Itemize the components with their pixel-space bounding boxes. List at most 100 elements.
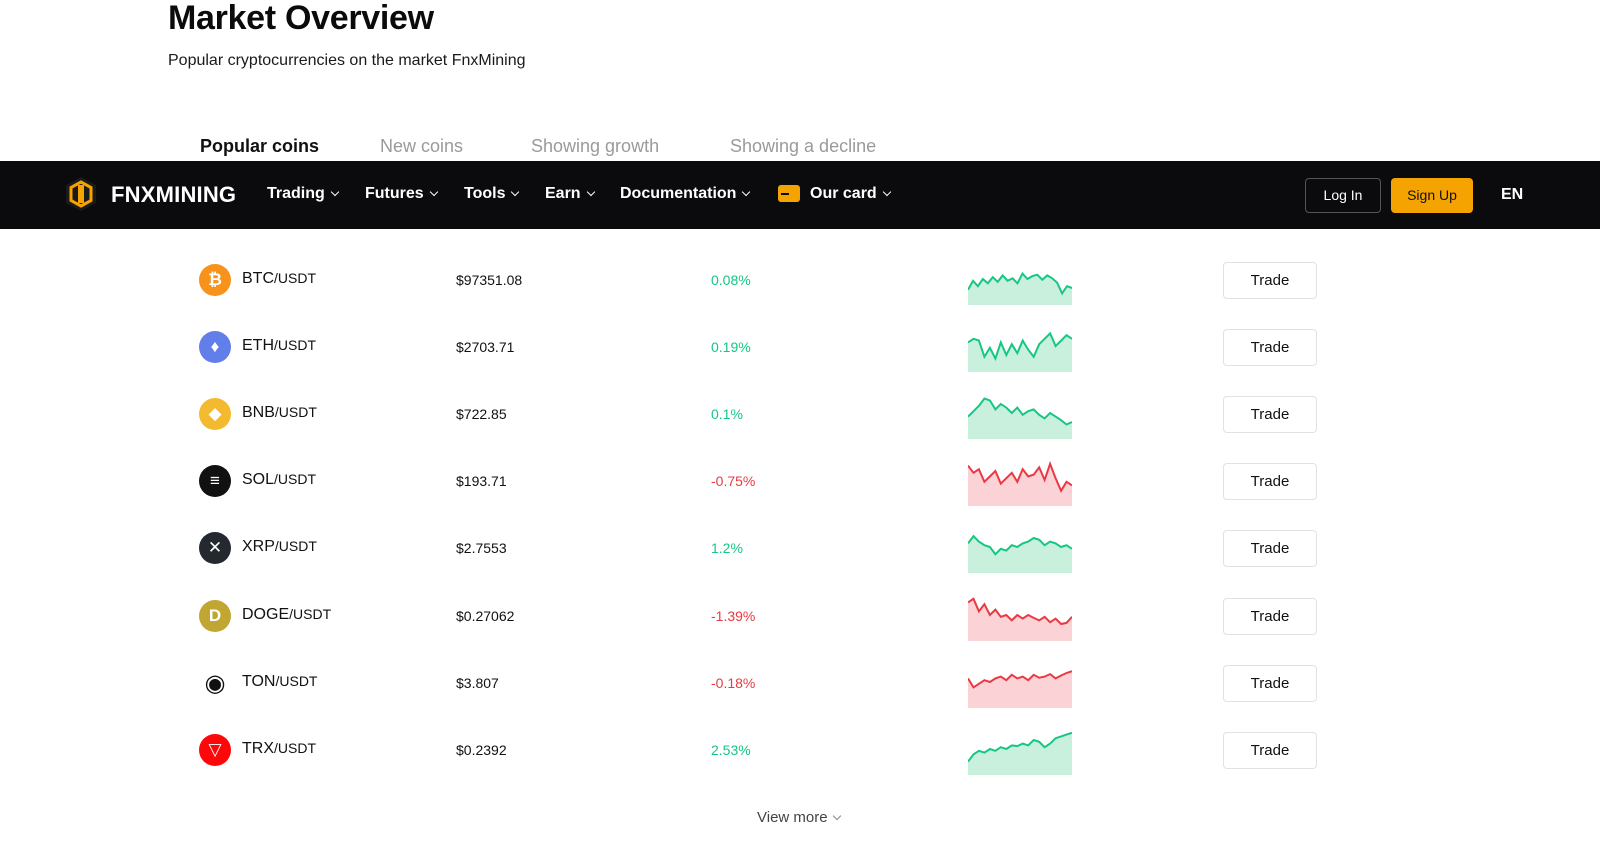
coin-pair: TRX/USDT xyxy=(242,740,316,758)
price-change: 1.2% xyxy=(711,540,743,556)
sparkline-chart xyxy=(968,331,1072,372)
sparkline-area xyxy=(968,732,1072,775)
coin-price: $3.807 xyxy=(456,675,499,691)
navbar: FNXMINING Trading Futures Tools Earn Doc… xyxy=(0,161,1600,229)
coin-symbol: BTC xyxy=(242,270,274,287)
coin-pair: TON/USDT xyxy=(242,673,317,691)
nav-earn[interactable]: Earn xyxy=(545,185,595,203)
nav-our-card-label: Our card xyxy=(810,185,877,202)
sparkline-area xyxy=(968,398,1072,439)
coin-pair: SOL/USDT xyxy=(242,471,316,489)
coin-price: $193.71 xyxy=(456,473,507,489)
sparkline-area xyxy=(968,598,1072,641)
sparkline-chart xyxy=(968,731,1072,775)
sparkline-chart xyxy=(968,460,1072,506)
coin-symbol: ETH xyxy=(242,337,274,354)
price-change: -1.39% xyxy=(711,608,756,624)
coin-price: $2.7553 xyxy=(456,540,507,556)
coin-symbol: TRX xyxy=(242,740,274,757)
trade-button[interactable]: Trade xyxy=(1223,598,1317,635)
quote-currency: /USDT xyxy=(275,673,318,689)
market-row-bnb: ◆ BNB/USDT $722.85 0.1% Trade xyxy=(0,391,1600,439)
coin-pair: BTC/USDT xyxy=(242,270,316,288)
nav-documentation-label: Documentation xyxy=(620,185,737,202)
coin-pair: DOGE/USDT xyxy=(242,606,331,624)
coin-price: $97351.08 xyxy=(456,272,523,288)
sparkline-area xyxy=(968,333,1072,372)
chevron-down-icon xyxy=(330,187,340,197)
price-change: -0.75% xyxy=(711,473,756,489)
coin-price: $0.27062 xyxy=(456,608,515,624)
quote-currency: /USDT xyxy=(274,404,317,420)
sparkline-area xyxy=(968,273,1072,305)
quote-currency: /USDT xyxy=(274,270,316,286)
market-row-doge: D DOGE/USDT $0.27062 -1.39% Trade xyxy=(0,593,1600,641)
coin-price: $0.2392 xyxy=(456,742,507,758)
trade-button[interactable]: Trade xyxy=(1223,396,1317,433)
sparkline-line xyxy=(968,271,1072,296)
trade-button[interactable]: Trade xyxy=(1223,732,1317,769)
view-more-link[interactable]: View more xyxy=(757,809,841,826)
trade-button[interactable]: Trade xyxy=(1223,463,1317,500)
nav-our-card[interactable]: Our card xyxy=(810,185,891,203)
page-title: Market Overview xyxy=(168,0,434,37)
chevron-down-icon xyxy=(832,811,841,821)
nav-documentation[interactable]: Documentation xyxy=(620,185,751,203)
sparkline-line xyxy=(968,731,1072,763)
coin-symbol: BNB xyxy=(242,404,275,421)
login-button[interactable]: Log In xyxy=(1305,178,1381,213)
chevron-down-icon xyxy=(429,187,438,197)
quote-currency: /USDT xyxy=(274,471,317,487)
tron-icon: ▽ xyxy=(199,734,231,766)
coin-pair: BNB/USDT xyxy=(242,404,317,422)
coin-symbol: DOGE xyxy=(242,606,290,623)
coin-price: $722.85 xyxy=(456,406,507,422)
signup-button[interactable]: Sign Up xyxy=(1391,178,1473,213)
sparkline-area xyxy=(968,463,1072,506)
tab-popular-coins[interactable]: Popular coins xyxy=(200,136,320,156)
sparkline-line xyxy=(968,534,1072,556)
quote-currency: /USDT xyxy=(274,337,316,353)
coin-symbol: SOL xyxy=(242,471,275,488)
price-change: -0.18% xyxy=(711,675,756,691)
sparkline-line xyxy=(968,331,1072,362)
trade-button[interactable]: Trade xyxy=(1223,665,1317,702)
sparkline-line xyxy=(968,670,1072,689)
coin-pair: XRP/USDT xyxy=(242,538,317,556)
bitcoin-icon: ₿ xyxy=(199,264,231,296)
trade-button[interactable]: Trade xyxy=(1223,262,1317,299)
tab-showing-growth[interactable]: Showing growth xyxy=(531,136,660,156)
language-selector[interactable]: EN xyxy=(1501,186,1524,203)
bnb-icon: ◆ xyxy=(199,398,231,430)
page-subtitle: Popular cryptocurrencies on the market F… xyxy=(168,52,526,69)
nav-tools[interactable]: Tools xyxy=(464,185,520,203)
coin-pair: ETH/USDT xyxy=(242,337,316,355)
card-icon xyxy=(778,185,800,202)
fnxmining-logo-icon[interactable] xyxy=(62,175,100,213)
sparkline-chart xyxy=(968,271,1072,305)
nav-trading[interactable]: Trading xyxy=(267,185,340,203)
price-change: 0.19% xyxy=(711,339,751,355)
chevron-down-icon xyxy=(586,187,595,197)
market-row-eth: ♦ ETH/USDT $2703.71 0.19% Trade xyxy=(0,324,1600,372)
view-more-label: View more xyxy=(757,809,828,826)
market-row-trx: ▽ TRX/USDT $0.2392 2.53% Trade xyxy=(0,727,1600,775)
nav-futures[interactable]: Futures xyxy=(365,185,438,203)
ton-icon: ◉ xyxy=(199,667,231,699)
sparkline-line xyxy=(968,460,1072,493)
price-change: 0.1% xyxy=(711,406,743,422)
tab-new-coins[interactable]: New coins xyxy=(380,136,464,156)
quote-currency: /USDT xyxy=(274,538,317,554)
quote-currency: /USDT xyxy=(274,740,316,756)
tab-showing-decline[interactable]: Showing a decline xyxy=(730,136,877,156)
price-change: 2.53% xyxy=(711,742,751,758)
coin-price: $2703.71 xyxy=(456,339,515,355)
brand-name[interactable]: FNXMINING xyxy=(111,182,237,207)
nav-earn-label: Earn xyxy=(545,185,581,202)
chevron-down-icon xyxy=(511,187,520,197)
trade-button[interactable]: Trade xyxy=(1223,530,1317,567)
sparkline-area xyxy=(968,536,1072,573)
coin-symbol: TON xyxy=(242,673,276,690)
trade-button[interactable]: Trade xyxy=(1223,329,1317,366)
quote-currency: /USDT xyxy=(289,606,332,622)
